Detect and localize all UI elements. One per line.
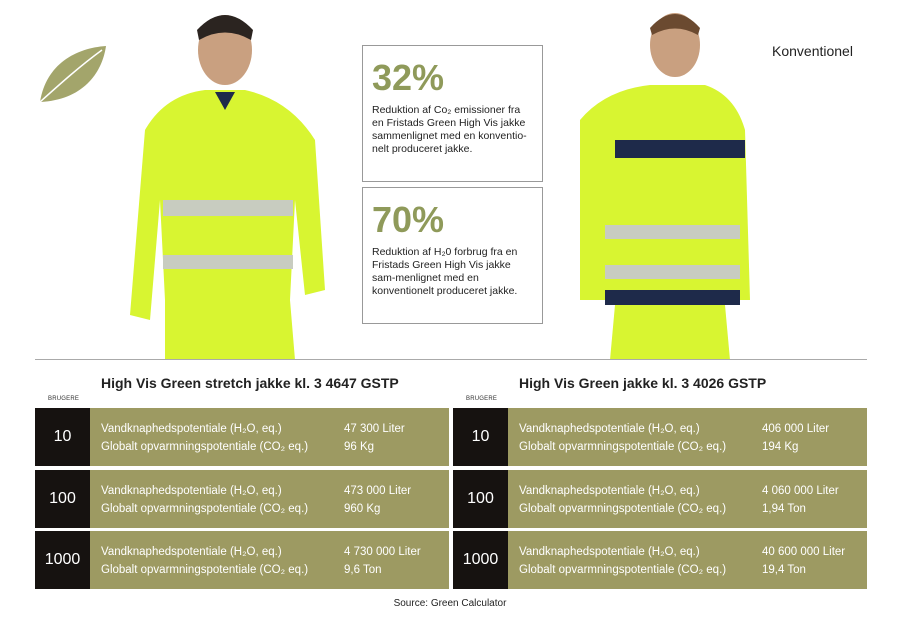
water-value: 473 000 Liter: [344, 484, 412, 497]
users-count: 10: [453, 408, 508, 466]
table-row: 10 Vandknaphedspotentiale (H₂O, eq.) Glob…: [453, 408, 867, 466]
green-jacket-model-image: [130, 15, 325, 360]
water-value: 4 730 000 Liter: [344, 546, 421, 558]
water-value: 4 060 000 Liter: [762, 484, 839, 497]
water-value: 406 000 Liter: [762, 423, 830, 435]
users-count: 100: [453, 469, 508, 528]
users-count: 1000: [453, 531, 508, 589]
stat-percent: 70%: [372, 199, 445, 240]
conventional-label: Konventionel: [772, 43, 853, 59]
table-row: 1000 Vandknaphedspotentiale (H₂O, eq.) Gl…: [453, 531, 867, 589]
users-count: 10: [35, 408, 90, 466]
leaf-icon: [39, 46, 106, 103]
water-label: Vandknaphedspotentiale (H₂O, eq.): [519, 546, 700, 558]
stat-description: Reduktion af H₂0 forbrug fra en Fristads…: [372, 246, 518, 297]
co2-label: Globalt opvarmningspotentiale (CO₂ eq.): [101, 564, 309, 576]
co2-label: Globalt opvarmningspotentiale (CO₂ eq.): [519, 564, 727, 576]
divider: [35, 359, 867, 360]
water-label: Vandknaphedspotentiale (H₂O, eq.): [101, 423, 282, 435]
co2-value: 96 Kg: [344, 441, 375, 453]
conventional-jacket-model-image: [580, 13, 750, 360]
co2-value: 9,6 Ton: [344, 564, 382, 576]
water-value: 47 300 Liter: [344, 423, 405, 435]
co2-value: 19,4 Ton: [762, 564, 806, 576]
co2-value: 194 Kg: [762, 441, 799, 453]
stat-description: Reduktion af Co₂ emissioner fra en Frist…: [372, 104, 527, 155]
co2-value: 1,94 Ton: [762, 502, 806, 515]
users-label: BRUGERE: [466, 396, 498, 402]
stat-box-water: 70% Reduktion af H₂0 forbrug fra en Fris…: [362, 187, 543, 324]
table-title: High Vis Green jakke kl. 3 4026 GSTP: [519, 375, 767, 391]
users-count: 100: [35, 469, 90, 528]
water-label: Vandknaphedspotentiale (H₂O, eq.): [101, 484, 282, 497]
water-label: Vandknaphedspotentiale (H₂O, eq.): [101, 546, 282, 558]
water-value: 40 600 000 Liter: [762, 546, 846, 558]
stat-percent: 32%: [372, 57, 445, 98]
table-title: High Vis Green stretch jakke kl. 3 4647 …: [101, 375, 399, 391]
water-label: Vandknaphedspotentiale (H₂O, eq.): [519, 484, 700, 497]
water-label: Vandknaphedspotentiale (H₂O, eq.): [519, 423, 700, 435]
users-count: 1000: [35, 531, 90, 589]
co2-label: Globalt opvarmningspotentiale (CO₂ eq.): [519, 502, 727, 515]
table-row: 1000 Vandknaphedspotentiale (H₂O, eq.) Gl…: [35, 531, 449, 589]
table-row: 100 Vandknaphedspotentiale (H₂O, eq.) Glo…: [453, 469, 867, 528]
users-label: BRUGERE: [48, 396, 80, 402]
stat-box-co2: 32% Reduktion af Co₂ emissioner fra en F…: [362, 45, 543, 182]
co2-value: 960 Kg: [344, 502, 381, 515]
source-note: Source: Green Calculator: [393, 598, 507, 609]
table-row: 10 Vandknaphedspotentiale (H₂O, eq.) Glob…: [35, 408, 449, 466]
table-row: 100 Vandknaphedspotentiale (H₂O, eq.) Glo…: [35, 469, 449, 528]
co2-label: Globalt opvarmningspotentiale (CO₂ eq.): [101, 502, 309, 515]
co2-label: Globalt opvarmningspotentiale (CO₂ eq.): [519, 441, 727, 453]
co2-label: Globalt opvarmningspotentiale (CO₂ eq.): [101, 441, 309, 453]
